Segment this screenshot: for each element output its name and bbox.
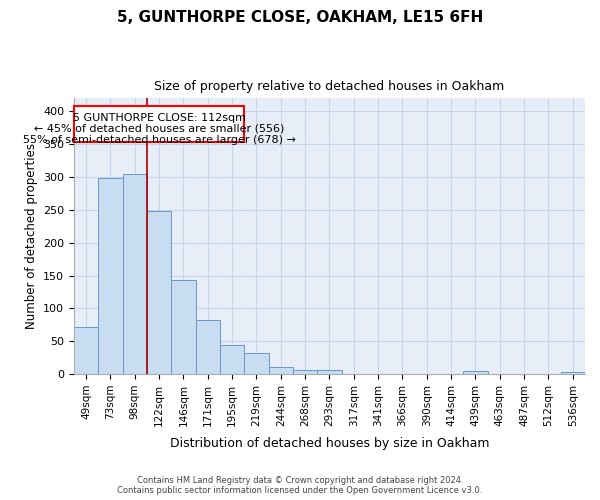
Bar <box>122 174 147 374</box>
Bar <box>317 370 341 374</box>
Text: 55% of semi-detached houses are larger (678) →: 55% of semi-detached houses are larger (… <box>23 135 296 145</box>
X-axis label: Distribution of detached houses by size in Oakham: Distribution of detached houses by size … <box>170 437 489 450</box>
Bar <box>171 280 196 374</box>
Title: Size of property relative to detached houses in Oakham: Size of property relative to detached ho… <box>154 80 505 93</box>
Bar <box>293 370 317 374</box>
Bar <box>74 327 98 374</box>
Text: ← 45% of detached houses are smaller (556): ← 45% of detached houses are smaller (55… <box>34 124 284 134</box>
Text: 5, GUNTHORPE CLOSE, OAKHAM, LE15 6FH: 5, GUNTHORPE CLOSE, OAKHAM, LE15 6FH <box>117 10 483 25</box>
Bar <box>147 211 171 374</box>
Y-axis label: Number of detached properties: Number of detached properties <box>25 143 38 329</box>
Bar <box>220 345 244 374</box>
Text: Contains HM Land Registry data © Crown copyright and database right 2024.
Contai: Contains HM Land Registry data © Crown c… <box>118 476 482 495</box>
Bar <box>196 320 220 374</box>
Text: 5 GUNTHORPE CLOSE: 112sqm: 5 GUNTHORPE CLOSE: 112sqm <box>73 113 245 123</box>
Bar <box>244 353 269 374</box>
FancyBboxPatch shape <box>74 106 244 142</box>
Bar <box>463 372 488 374</box>
Bar <box>98 178 122 374</box>
Bar <box>560 372 585 374</box>
Bar <box>269 368 293 374</box>
